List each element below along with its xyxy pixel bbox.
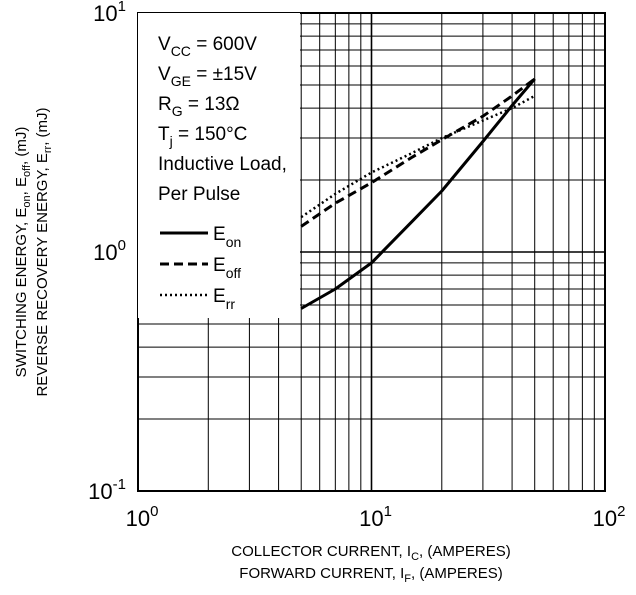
legend-label: Err: [213, 286, 235, 312]
y-tick-label: 101: [93, 0, 126, 26]
legend-label: Eon: [213, 224, 241, 250]
y-axis-title-line2: REVERSE RECOVERY ENERGY, Err, (mJ): [34, 107, 54, 396]
series-group: [300, 77, 536, 310]
y-tick-label: 10-1: [88, 476, 126, 504]
x-axis-title-line1: COLLECTOR CURRENT, IC, (AMPERES): [231, 543, 510, 563]
conditions-box: [138, 13, 300, 318]
condition-line: Tj = 150°C: [158, 124, 247, 149]
x-tick-label: 102: [593, 503, 626, 531]
condition-line: RG = 13Ω: [158, 94, 240, 119]
x-tick-label: 100: [126, 503, 159, 531]
x-axis-title-line2: FORWARD CURRENT, IF, (AMPERES): [239, 565, 502, 585]
condition-line: VCC = 600V: [158, 34, 257, 59]
conditions-text: VCC = 600V VGE = ±15V RG = 13Ω Tj = 150°C In…: [158, 34, 287, 205]
series-line-Err: [300, 94, 536, 219]
y-axis-title-line1: SWITCHING ENERGY, Eon, Eoff, (mJ): [13, 127, 33, 378]
series-line-Eoff: [300, 77, 536, 228]
x-tick-label: 101: [359, 503, 392, 531]
condition-line: Inductive Load,: [158, 154, 287, 175]
condition-line: Per Pulse: [158, 184, 240, 205]
series-line-Eon: [300, 77, 536, 310]
legend: Eon Eoff Err: [160, 224, 241, 312]
condition-line: VGE = ±15V: [158, 64, 257, 89]
legend-label: Eoff: [213, 255, 241, 281]
y-tick-label: 100: [93, 237, 126, 265]
